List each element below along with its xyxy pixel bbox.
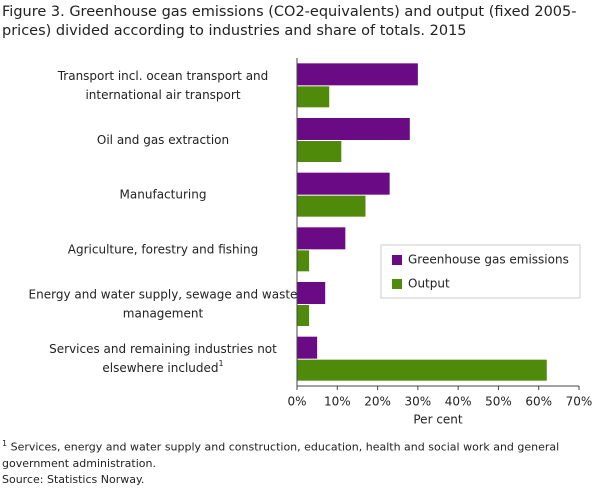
chart-title: Figure 3. Greenhouse gas emissions (CO2-…: [2, 4, 577, 39]
legend-label: Greenhouse gas emissions: [408, 253, 569, 267]
category-label: Services and remaining industries not: [49, 342, 277, 356]
x-axis-label: Per cent: [413, 413, 463, 427]
bar: [297, 118, 410, 140]
category-label: Energy and water supply, sewage and wast…: [29, 287, 298, 301]
x-tick-label: 70%: [566, 395, 593, 409]
x-tick-label: 30%: [405, 395, 432, 409]
x-tick-label: 20%: [364, 395, 391, 409]
category-label: management: [123, 306, 204, 320]
bar: [297, 63, 418, 86]
category-label-line: Agriculture, forestry and fishing: [68, 242, 258, 256]
category-label-line: management: [123, 306, 204, 320]
x-tick-label: 0%: [287, 395, 306, 409]
footnote-marker: 1: [2, 439, 8, 448]
footnote: 1 Services, energy and water supply and …: [2, 436, 602, 472]
category-label-line: Manufacturing: [120, 187, 207, 201]
bar: [297, 227, 346, 250]
category-label-line: Services and remaining industries not: [49, 342, 277, 356]
x-tick-label: 50%: [485, 395, 512, 409]
bar: [297, 250, 310, 272]
source: Source: Statistics Norway.: [2, 472, 145, 486]
bar: [297, 141, 342, 162]
legend-swatch: [392, 255, 402, 265]
bar: [297, 336, 318, 359]
category-label: Agriculture, forestry and fishing: [68, 242, 258, 256]
bar: [297, 305, 310, 326]
legend-label: Output: [408, 277, 450, 291]
category-label: Transport incl. ocean transport and: [57, 68, 269, 82]
category-label: elsewhere included1: [102, 359, 223, 375]
footer: 1 Services, energy and water supply and …: [2, 436, 602, 488]
chart: Transport incl. ocean transport and inter…: [29, 58, 593, 427]
category-label: Manufacturing: [120, 187, 207, 201]
x-tick-label: 60%: [525, 395, 552, 409]
footnote-text: Services, energy and water supply and co…: [2, 440, 560, 470]
category-label-line: elsewhere included: [102, 361, 218, 375]
x-tick-label: 40%: [445, 395, 472, 409]
category-label-line: Energy and water supply, sewage and wast…: [29, 287, 298, 301]
category-label-line: international air transport: [85, 87, 240, 101]
bar: [297, 172, 390, 195]
bar: [297, 359, 547, 381]
bar: [297, 195, 366, 217]
bar: [297, 86, 330, 108]
category-label-line: Transport incl. ocean transport and: [57, 68, 269, 82]
x-tick-label: 10%: [324, 395, 351, 409]
legend-swatch: [392, 279, 402, 289]
category-label: Oil and gas extraction: [97, 133, 229, 147]
category-label: international air transport: [85, 87, 240, 101]
category-label-line: Oil and gas extraction: [97, 133, 229, 147]
footnote-marker: 1: [219, 359, 224, 368]
legend-box: [380, 244, 581, 299]
bar: [297, 282, 326, 304]
